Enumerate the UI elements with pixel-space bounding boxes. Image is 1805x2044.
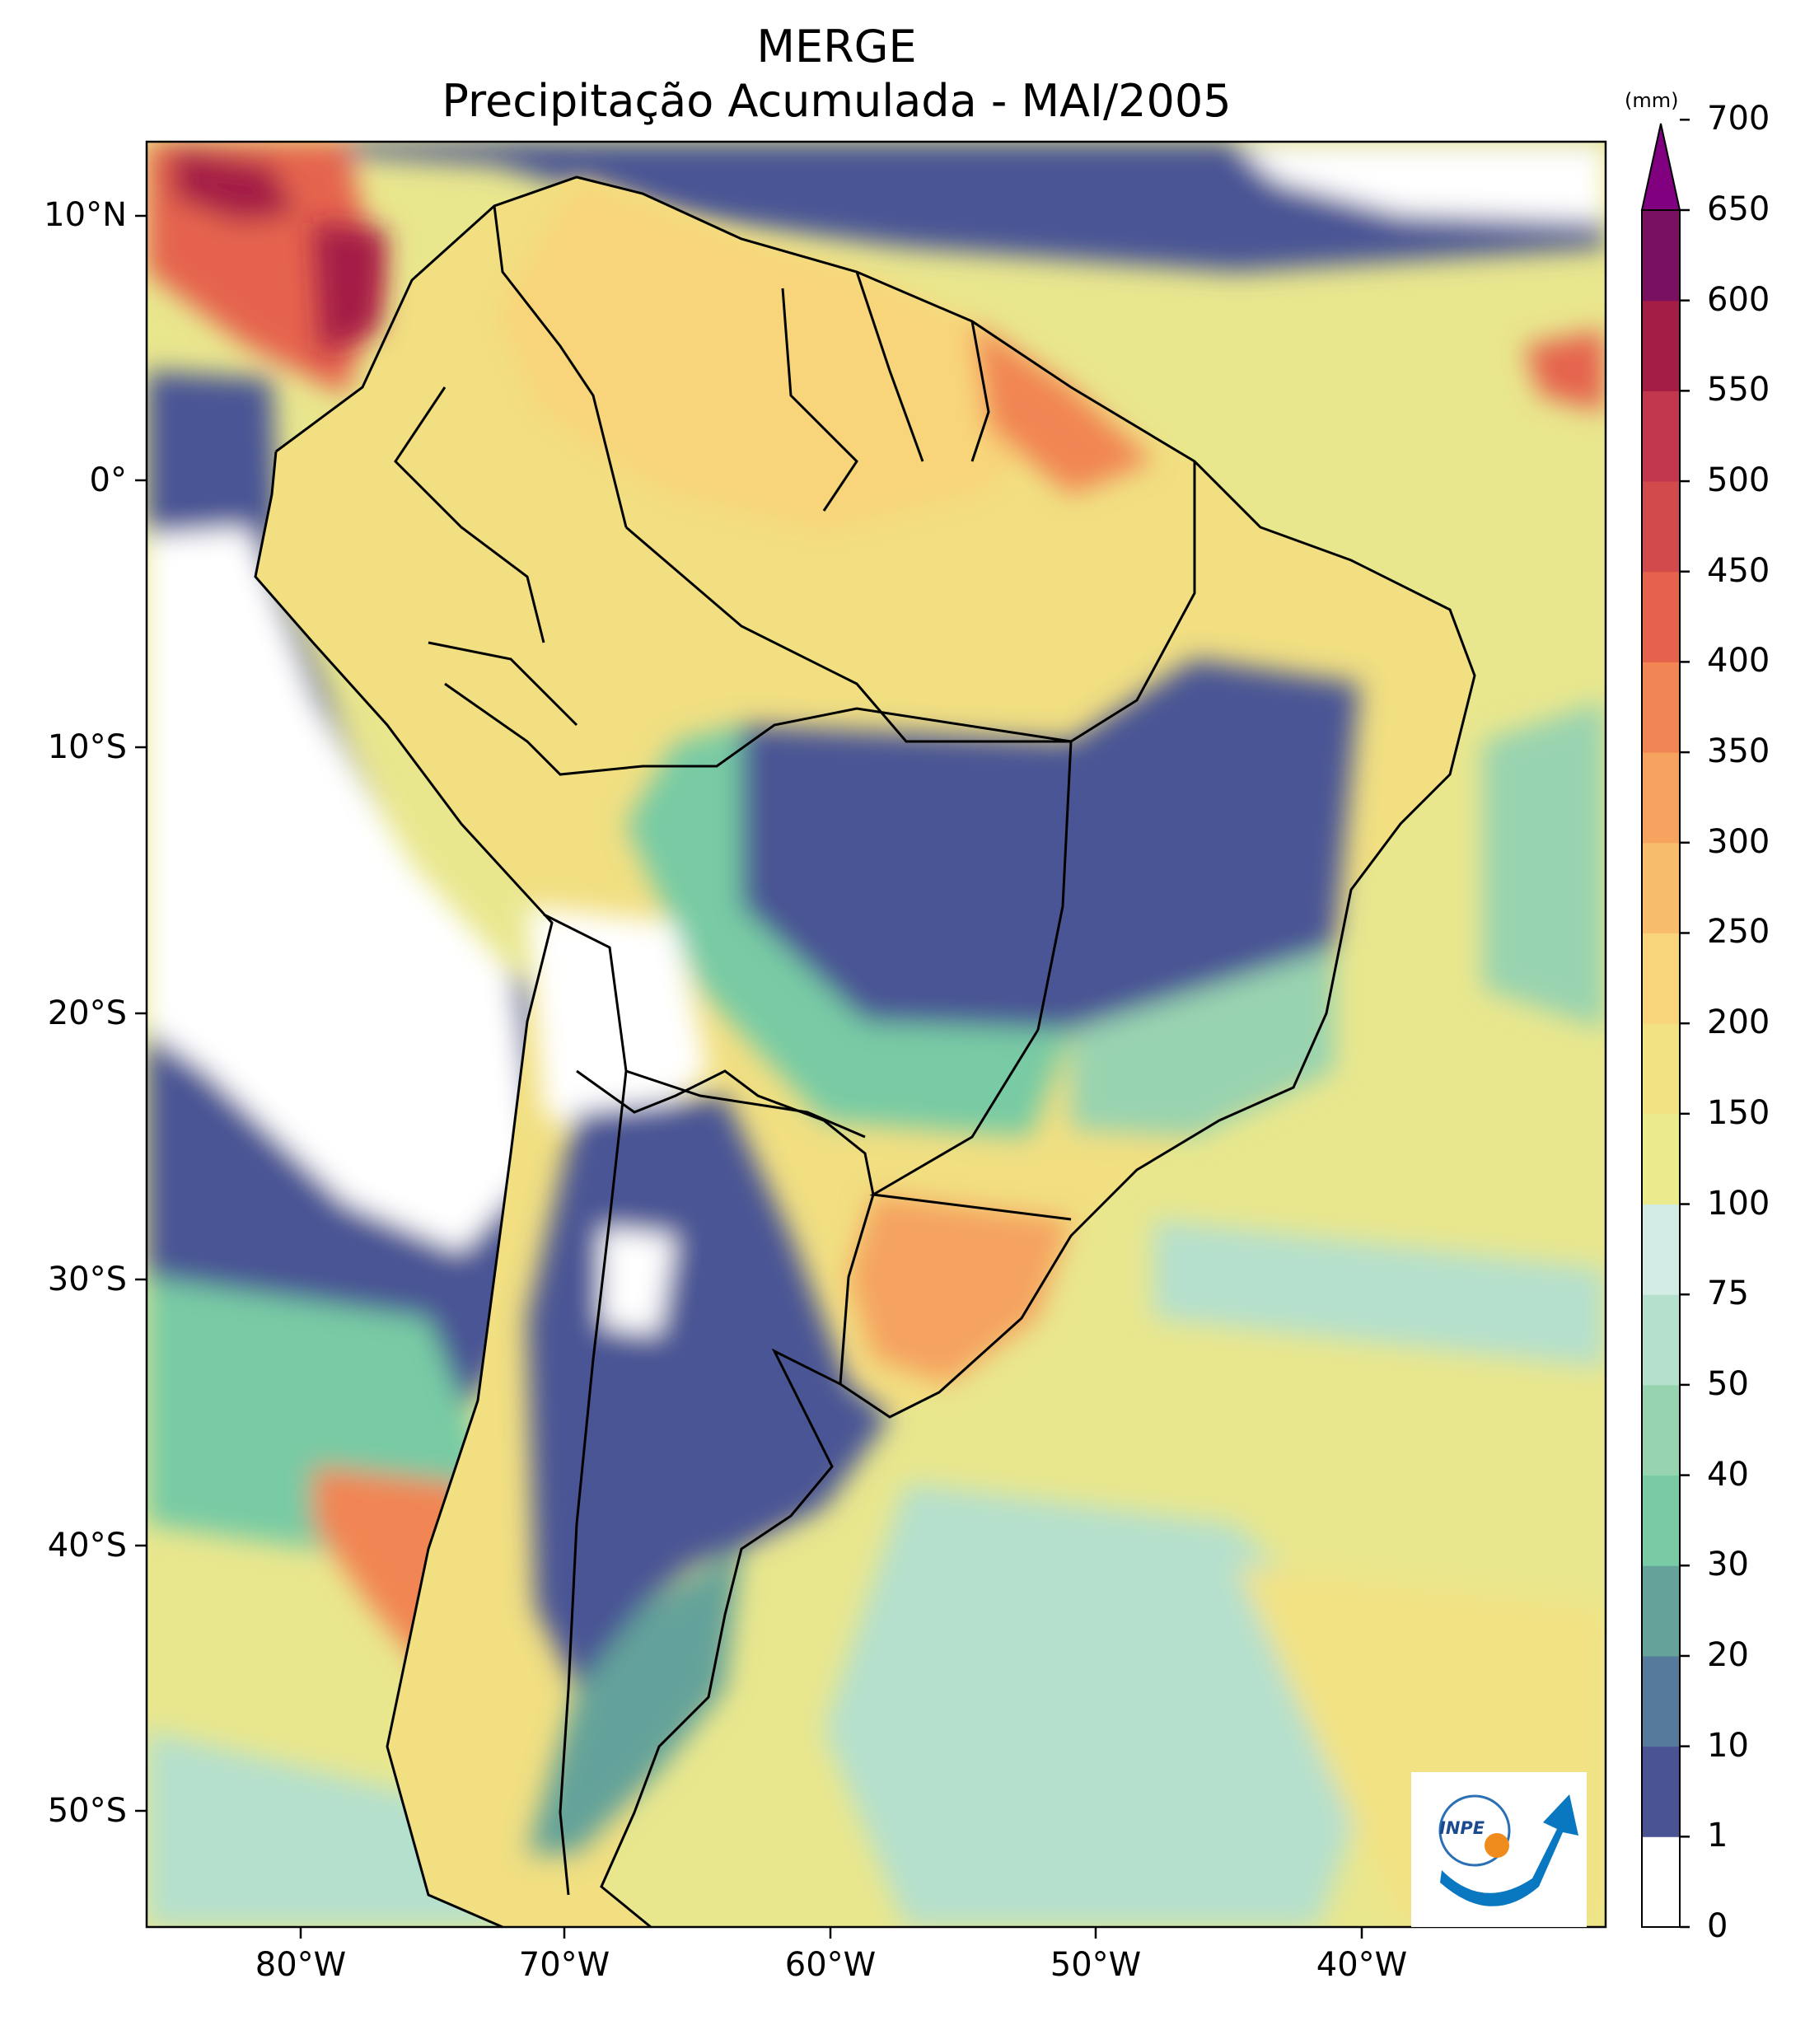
country-borders xyxy=(254,175,1476,1929)
colorbar-segment xyxy=(1642,1475,1680,1566)
colorbar-level-label: 10 xyxy=(1707,1726,1749,1765)
lat-label: 40°S xyxy=(47,1527,127,1565)
colorbar-segment xyxy=(1642,1113,1680,1205)
lat-label: 50°S xyxy=(47,1792,127,1830)
lat-label: 20°S xyxy=(47,994,127,1032)
colorbar-segment xyxy=(1642,1204,1680,1295)
lat-label: 10°S xyxy=(47,728,127,766)
colorbar-extend-arrow xyxy=(1640,123,1681,211)
colorbar-segment xyxy=(1642,391,1680,482)
lat-label: 0° xyxy=(89,461,127,499)
lon-label: 50°W xyxy=(1050,1946,1142,1984)
colorbar-level-label: 500 xyxy=(1707,461,1770,500)
colorbar-level-label: 50 xyxy=(1707,1364,1749,1403)
colorbar-segment xyxy=(1642,1023,1680,1115)
axis-ticks xyxy=(135,214,1363,1939)
colorbar-segment xyxy=(1642,571,1680,662)
colorbar-segment xyxy=(1642,1294,1680,1386)
lon-label: 70°W xyxy=(518,1946,610,1984)
colorbar-level-label: 75 xyxy=(1707,1275,1749,1313)
colorbar-segment xyxy=(1642,300,1680,391)
colorbar-frame xyxy=(1641,209,1681,1928)
colorbar-level-label: 20 xyxy=(1707,1635,1749,1674)
colorbar-segment xyxy=(1642,1384,1680,1476)
colorbar-level-label: 350 xyxy=(1707,732,1770,771)
colorbar-segment xyxy=(1642,1836,1680,1928)
colorbar-segment xyxy=(1642,752,1680,844)
colorbar-segment xyxy=(1642,662,1680,753)
plot-frame xyxy=(145,140,1607,1929)
inpe-logo-text: INPE xyxy=(1439,1818,1485,1838)
colorbar-level-label: 1 xyxy=(1707,1817,1728,1855)
colorbar-level-label: 700 xyxy=(1707,100,1770,138)
colorbar-level-label: 250 xyxy=(1707,913,1770,952)
lon-label: 80°W xyxy=(255,1946,347,1984)
colorbar-level-label: 150 xyxy=(1707,1093,1770,1132)
colorbar-level-label: 40 xyxy=(1707,1455,1749,1494)
colorbar-level-label: 450 xyxy=(1707,551,1770,590)
colorbar-level-label: 200 xyxy=(1707,1003,1770,1042)
colorbar-level-label: 650 xyxy=(1707,190,1770,228)
lat-label: 10°N xyxy=(44,196,127,234)
colorbar-level-label: 30 xyxy=(1707,1546,1749,1584)
rainfall-field xyxy=(147,142,1606,1927)
colorbar-segment xyxy=(1642,1746,1680,1837)
colorbar-segment xyxy=(1642,933,1680,1024)
colorbar-level-label: 550 xyxy=(1707,371,1770,409)
colorbar-segment xyxy=(1642,1565,1680,1657)
inpe-logo xyxy=(1411,1772,1587,1927)
colorbar xyxy=(1640,119,1690,1929)
lon-label: 60°W xyxy=(784,1946,877,1984)
colorbar-level-label: 100 xyxy=(1707,1184,1770,1223)
chart-subtitle: Precipitação Acumulada - MAI/2005 xyxy=(442,75,1232,127)
colorbar-level-label: 600 xyxy=(1707,280,1770,319)
colorbar-level-label: 300 xyxy=(1707,822,1770,861)
lat-label: 30°S xyxy=(47,1261,127,1298)
lon-label: 40°W xyxy=(1316,1946,1408,1984)
colorbar-segment xyxy=(1642,842,1680,933)
colorbar-segment xyxy=(1642,210,1680,302)
colorbar-level-label: 0 xyxy=(1707,1907,1728,1945)
colorbar-segment xyxy=(1642,1655,1680,1747)
colorbar-segment xyxy=(1642,481,1680,573)
chart-title: MERGE xyxy=(756,21,917,72)
colorbar-unit: (mm) xyxy=(1625,89,1679,112)
colorbar-level-label: 400 xyxy=(1707,642,1770,681)
